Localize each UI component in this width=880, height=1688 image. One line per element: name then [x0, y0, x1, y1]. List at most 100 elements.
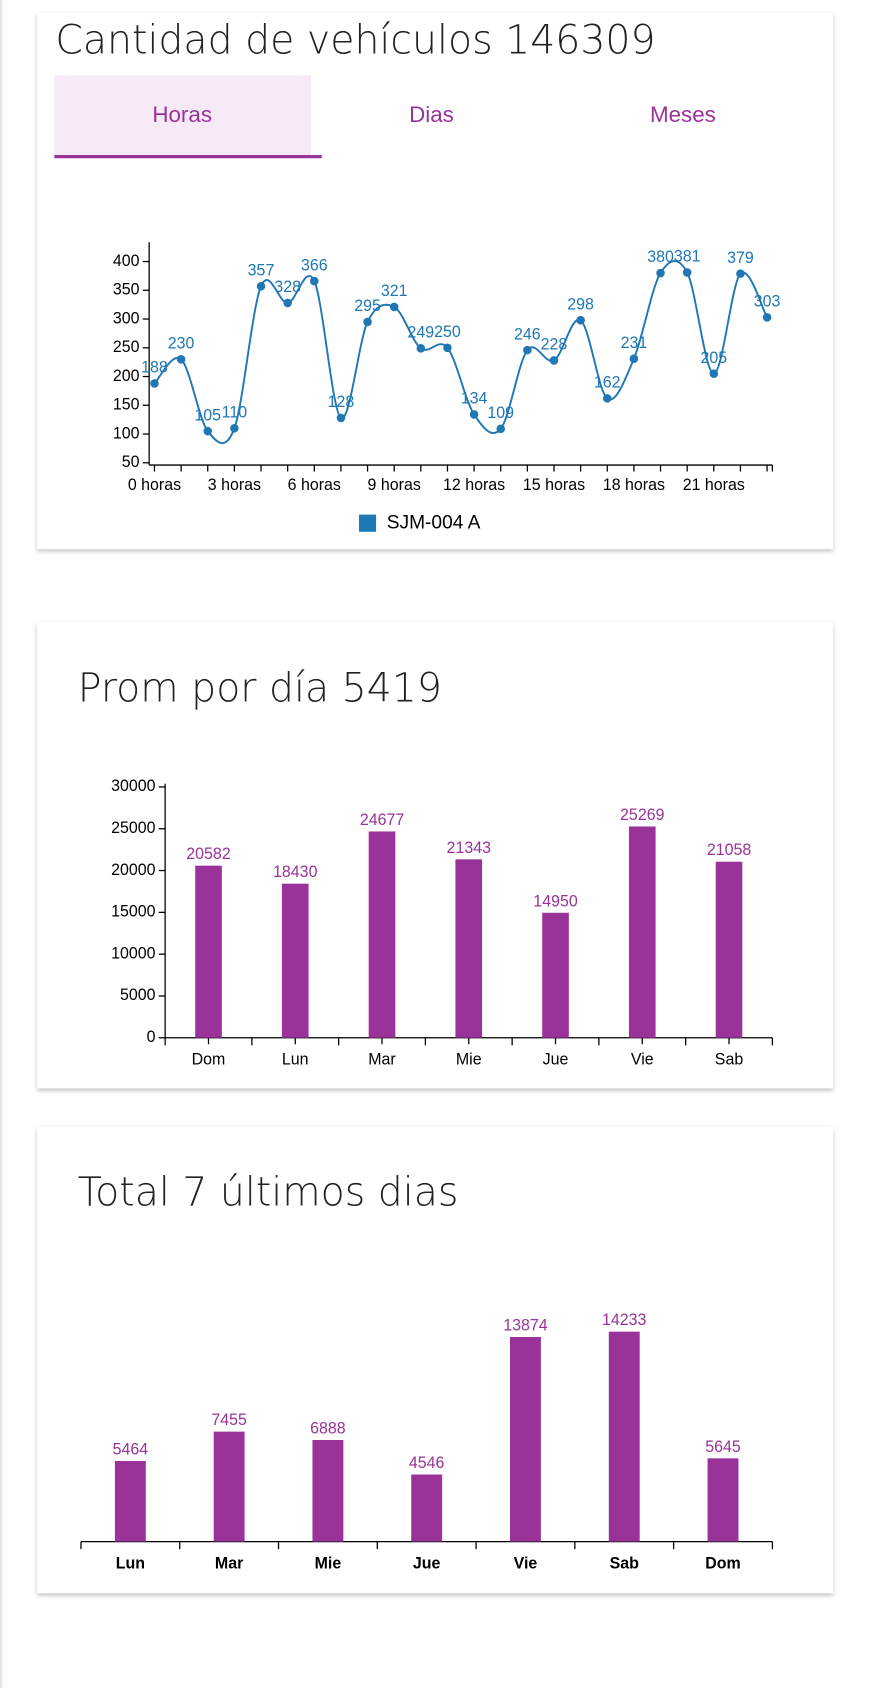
edge: [0, 0, 3, 1688]
y-tick-label: 20000: [111, 861, 155, 879]
x-tick-label: Mar: [215, 1554, 243, 1572]
chart-title: Cantidad de vehículos 146309: [55, 17, 655, 63]
data-label: 7455: [211, 1411, 247, 1429]
data-label: 231: [621, 334, 648, 352]
data-label: 109: [487, 404, 514, 422]
data-label: 321: [381, 282, 408, 300]
point: [256, 281, 266, 291]
data-label: 328: [274, 278, 301, 296]
x-tick-label: Mie: [456, 1051, 482, 1069]
data-label: 357: [248, 261, 275, 279]
data-label: 246: [514, 325, 541, 343]
point: [576, 315, 585, 325]
y-tick-label: 200: [113, 367, 140, 385]
x-tick-label: 15 horas: [523, 476, 585, 494]
bar: [312, 1440, 344, 1542]
legend-label: SJM-004 A: [387, 512, 481, 533]
x-tick-label: Sab: [715, 1051, 743, 1069]
data-label: 205: [700, 349, 727, 367]
point: [709, 369, 719, 378]
tab-indicator: [54, 155, 322, 159]
data-label: 13874: [503, 1316, 547, 1334]
x-tick-label: Lun: [116, 1554, 145, 1572]
x-tick-label: 9 horas: [368, 476, 421, 494]
tab[interactable]: Dias: [409, 102, 454, 127]
y-tick-label: 350: [113, 280, 140, 298]
data-label: 134: [461, 390, 488, 408]
data-label: 250: [434, 323, 461, 341]
data-label: 162: [594, 374, 621, 392]
point: [682, 268, 692, 277]
data-label: 14233: [602, 1311, 646, 1329]
data-label: 14950: [533, 892, 577, 910]
y-tick-label: 300: [113, 309, 140, 327]
bar: [213, 1431, 245, 1542]
tab-active-bg: [54, 75, 312, 158]
data-label: 6888: [310, 1419, 346, 1437]
data-label: 24677: [360, 811, 404, 829]
data-label: 20582: [186, 845, 230, 863]
point: [443, 343, 452, 353]
x-tick-label: Sab: [610, 1554, 639, 1572]
data-label: 25269: [620, 806, 664, 824]
y-tick-label: 15000: [111, 903, 155, 921]
point: [310, 276, 319, 286]
point: [283, 298, 292, 308]
data-label: 128: [328, 393, 355, 411]
point: [336, 413, 346, 423]
point: [176, 354, 186, 364]
bar: [195, 865, 222, 1038]
point: [496, 424, 505, 434]
x-tick-label: Jue: [543, 1051, 569, 1069]
y-tick-label: 50: [122, 453, 140, 471]
bar: [510, 1336, 541, 1542]
bar: [455, 859, 483, 1038]
bar: [715, 861, 743, 1038]
y-tick-label: 30000: [111, 777, 155, 795]
point: [230, 423, 239, 433]
point: [150, 379, 159, 388]
y-tick-label: 25000: [111, 819, 155, 837]
data-label: 380: [647, 248, 674, 266]
data-label: 366: [301, 256, 328, 274]
y-tick-label: 250: [113, 338, 140, 356]
card: [37, 622, 834, 1089]
data-label: 18430: [273, 863, 317, 881]
y-tick-label: 10000: [111, 944, 155, 962]
data-label: 4546: [409, 1454, 445, 1472]
data-label: 5645: [705, 1438, 741, 1456]
y-tick-label: 0: [147, 1028, 156, 1046]
bar: [368, 831, 396, 1038]
data-label: 249: [408, 323, 435, 341]
x-tick-label: Vie: [631, 1051, 654, 1069]
bar: [707, 1458, 739, 1542]
x-tick-label: 6 horas: [288, 476, 341, 494]
point: [389, 302, 399, 312]
point: [736, 269, 745, 278]
y-tick-label: 100: [113, 424, 140, 442]
data-label: 5464: [113, 1440, 149, 1458]
bar: [628, 826, 656, 1038]
data-label: 188: [141, 359, 168, 377]
x-tick-label: Mar: [368, 1051, 396, 1069]
x-tick-label: 0 horas: [128, 476, 181, 494]
point: [523, 345, 532, 355]
data-label: 379: [727, 249, 754, 267]
point: [629, 354, 639, 364]
bar: [542, 912, 569, 1038]
data-label: 105: [194, 406, 221, 424]
point: [603, 394, 612, 403]
data-label: 295: [354, 297, 381, 315]
bar: [608, 1331, 640, 1542]
x-tick-label: Jue: [413, 1554, 441, 1572]
tab[interactable]: Meses: [650, 102, 716, 127]
y-tick-label: 5000: [120, 986, 156, 1004]
legend-swatch: [359, 514, 377, 532]
chart-title: Total 7 últimos dias: [78, 1169, 459, 1215]
tab[interactable]: Horas: [152, 102, 212, 127]
point: [656, 268, 665, 278]
data-label: 110: [222, 403, 248, 421]
x-tick-label: 3 horas: [208, 476, 261, 494]
